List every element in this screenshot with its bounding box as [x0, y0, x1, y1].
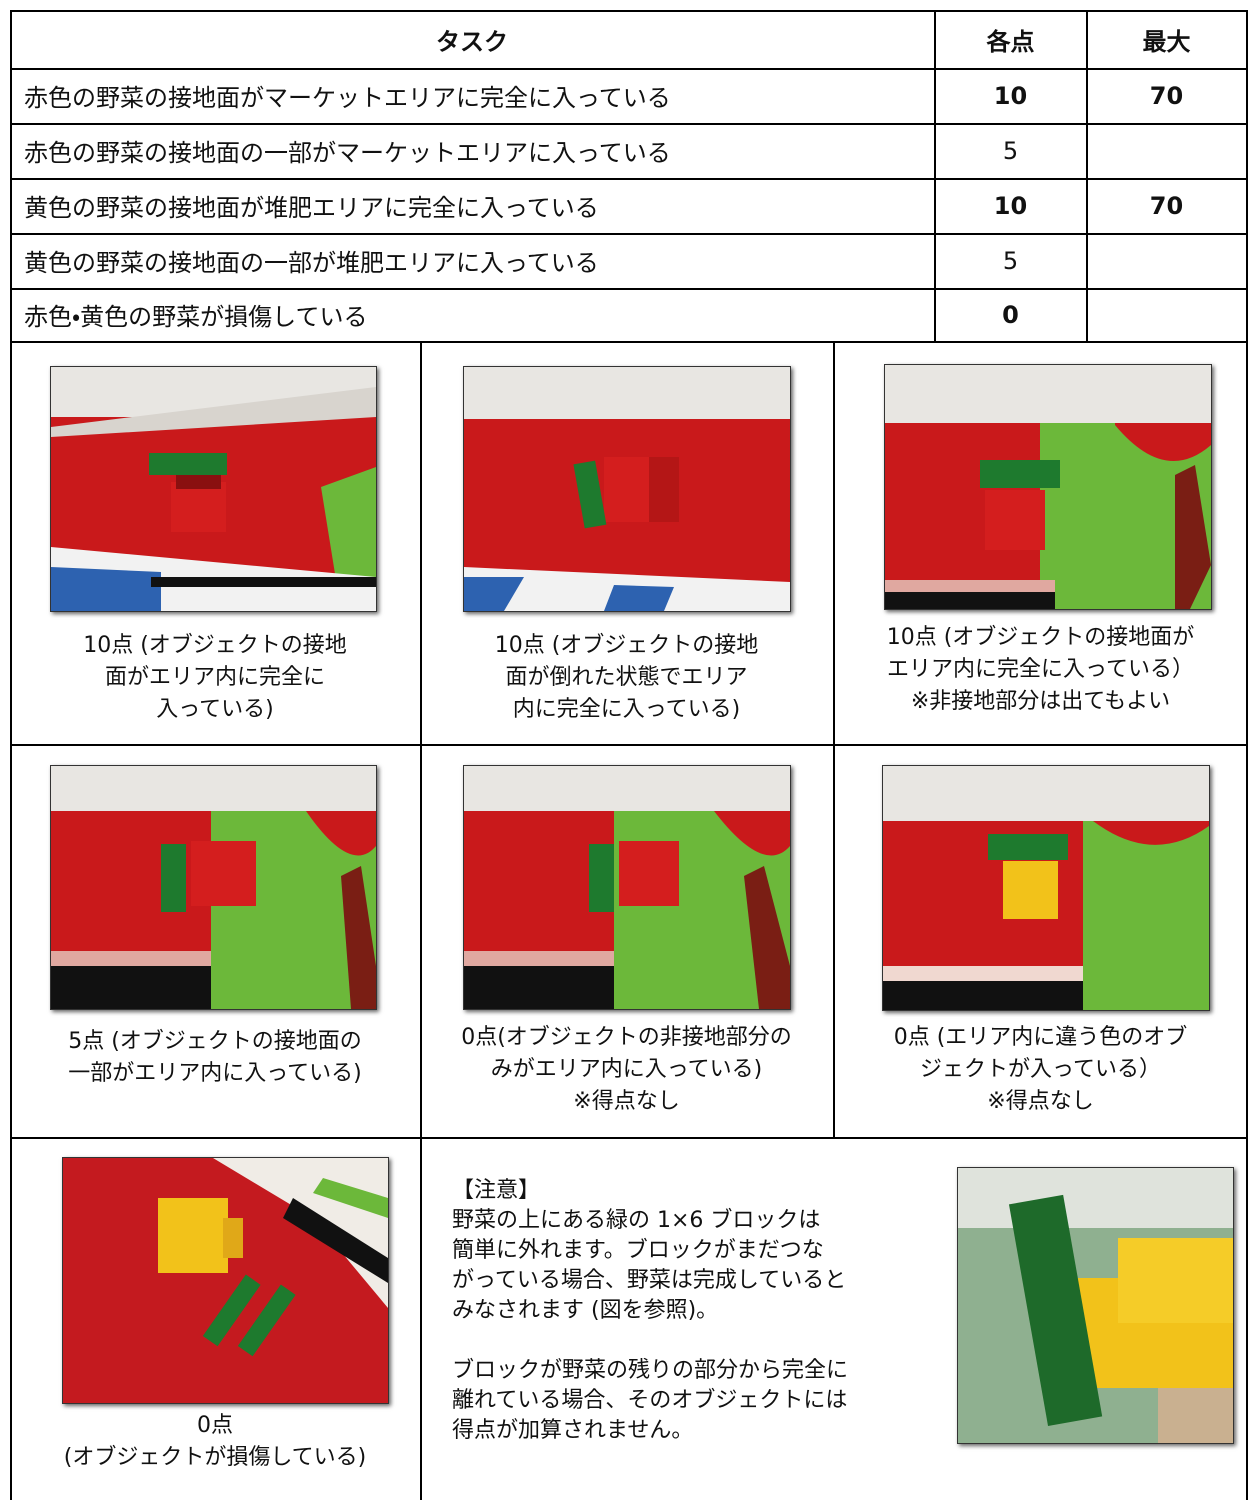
photo [50, 366, 377, 612]
caption: 0点 (エリア内に違う色のオブ ジェクトが入っている） ※得点なし [833, 1022, 1248, 1118]
task-cell: 赤色の野菜の接地面がマーケットエリアに完全に入っている [24, 84, 671, 112]
caption-line: 0点 [197, 1413, 233, 1438]
caption-line: 入っている) [156, 697, 274, 722]
caption-line: 5点 (オブジェクトの接地面の [68, 1029, 362, 1054]
caption-line: 面が倒れた状態でエリア [505, 665, 748, 690]
caption-line: 0点(オブジェクトの非接地部分の [461, 1025, 792, 1050]
caption-line: 一部がエリア内に入っている) [68, 1061, 362, 1086]
header-cell: タスク [436, 27, 508, 56]
caption-line: ジェクトが入っている） [920, 1057, 1161, 1082]
task-cell: 黄色の野菜の接地面が堆肥エリアに完全に入っている [24, 194, 599, 222]
photo [882, 765, 1210, 1011]
caption: 0点 (オブジェクトが損傷している) [10, 1410, 420, 1474]
note: 【注意】野菜の上にある緑の 1×6 ブロックは 簡単に外れます。ブロックがまだつな… [452, 1176, 848, 1446]
task-cell: 黄色の野菜の接地面の一部が堆肥エリアに入っている [24, 249, 599, 277]
caption: 0点(オブジェクトの非接地部分の みがエリア内に入っている) ※得点なし [420, 1022, 833, 1118]
note-line: がっている場合、野菜は完成していると [452, 1268, 847, 1293]
points-cell: 0 [1002, 300, 1019, 329]
photo [50, 765, 377, 1010]
max-cell: 70 [1149, 81, 1184, 110]
points-cell: 5 [1002, 246, 1019, 275]
caption-line: (オブジェクトが損傷している) [63, 1445, 367, 1470]
caption: 5点 (オブジェクトの接地面の 一部がエリア内に入っている) [10, 1026, 420, 1090]
caption: 10点 (オブジェクトの接地 面がエリア内に完全に 入っている) [10, 630, 420, 726]
photo [62, 1157, 389, 1404]
caption-line: 内に完全に入っている) [512, 697, 741, 722]
note-line: 得点が加算されません。 [452, 1418, 694, 1443]
task-cell: 赤色の野菜の接地面の一部がマーケットエリアに入っている [24, 139, 671, 167]
note-line: ブロックが野菜の残りの部分から完全に [452, 1358, 849, 1383]
caption-line: 0点 (エリア内に違う色のオブ [893, 1025, 1188, 1050]
caption-line: 10点 (オブジェクトの接地 [494, 633, 759, 658]
task-cell: 赤色・黄色の野菜が損傷している [24, 303, 368, 331]
note-paragraph: ブロックが野菜の残りの部分から完全に 離れている場合、そのオブジェクトには 得点が加… [452, 1356, 848, 1446]
photo [957, 1167, 1234, 1444]
caption: 10点 (オブジェクトの接地 面が倒れた状態でエリア 内に完全に入っている) [420, 630, 833, 726]
caption: 10点 (オブジェクトの接地面が エリア内に完全に入っている） ※非接地部分は出ても… [833, 622, 1248, 718]
points-cell: 10 [993, 191, 1028, 220]
note-paragraph: 野菜の上にある緑の 1×6 ブロックは 簡単に外れます。ブロックがまだつな がってい… [452, 1206, 848, 1326]
photo [463, 366, 791, 612]
caption-line: 10点 (オブジェクトの接地 [83, 633, 347, 658]
photo [463, 765, 791, 1010]
max-cell: 70 [1149, 191, 1184, 220]
photo [884, 364, 1212, 610]
caption-line: 面がエリア内に完全に [104, 665, 325, 690]
note-line: 簡単に外れます。ブロックがまだつな [452, 1238, 824, 1263]
caption-line: 10点 (オブジェクトの接地面が [886, 625, 1195, 650]
caption-line: ※非接地部分は出てもよい [910, 689, 1171, 714]
note-title: 【注意】 [452, 1178, 541, 1203]
caption-line: エリア内に完全に入っている） [887, 657, 1194, 682]
note-line: みなされます (図を参照)。 [452, 1298, 719, 1323]
caption-line: みがエリア内に入っている) [490, 1057, 763, 1082]
note-line: 野菜の上にある緑の 1×6 ブロックは [452, 1208, 821, 1233]
points-cell: 5 [1002, 136, 1019, 165]
header-cell: 各点 [986, 27, 1035, 56]
caption-line: ※得点なし [573, 1089, 680, 1114]
points-cell: 10 [993, 81, 1028, 110]
note-line: 離れている場合、そのオブジェクトには [452, 1388, 848, 1413]
header-cell: 最大 [1142, 27, 1191, 56]
caption-line: ※得点なし [987, 1089, 1094, 1114]
